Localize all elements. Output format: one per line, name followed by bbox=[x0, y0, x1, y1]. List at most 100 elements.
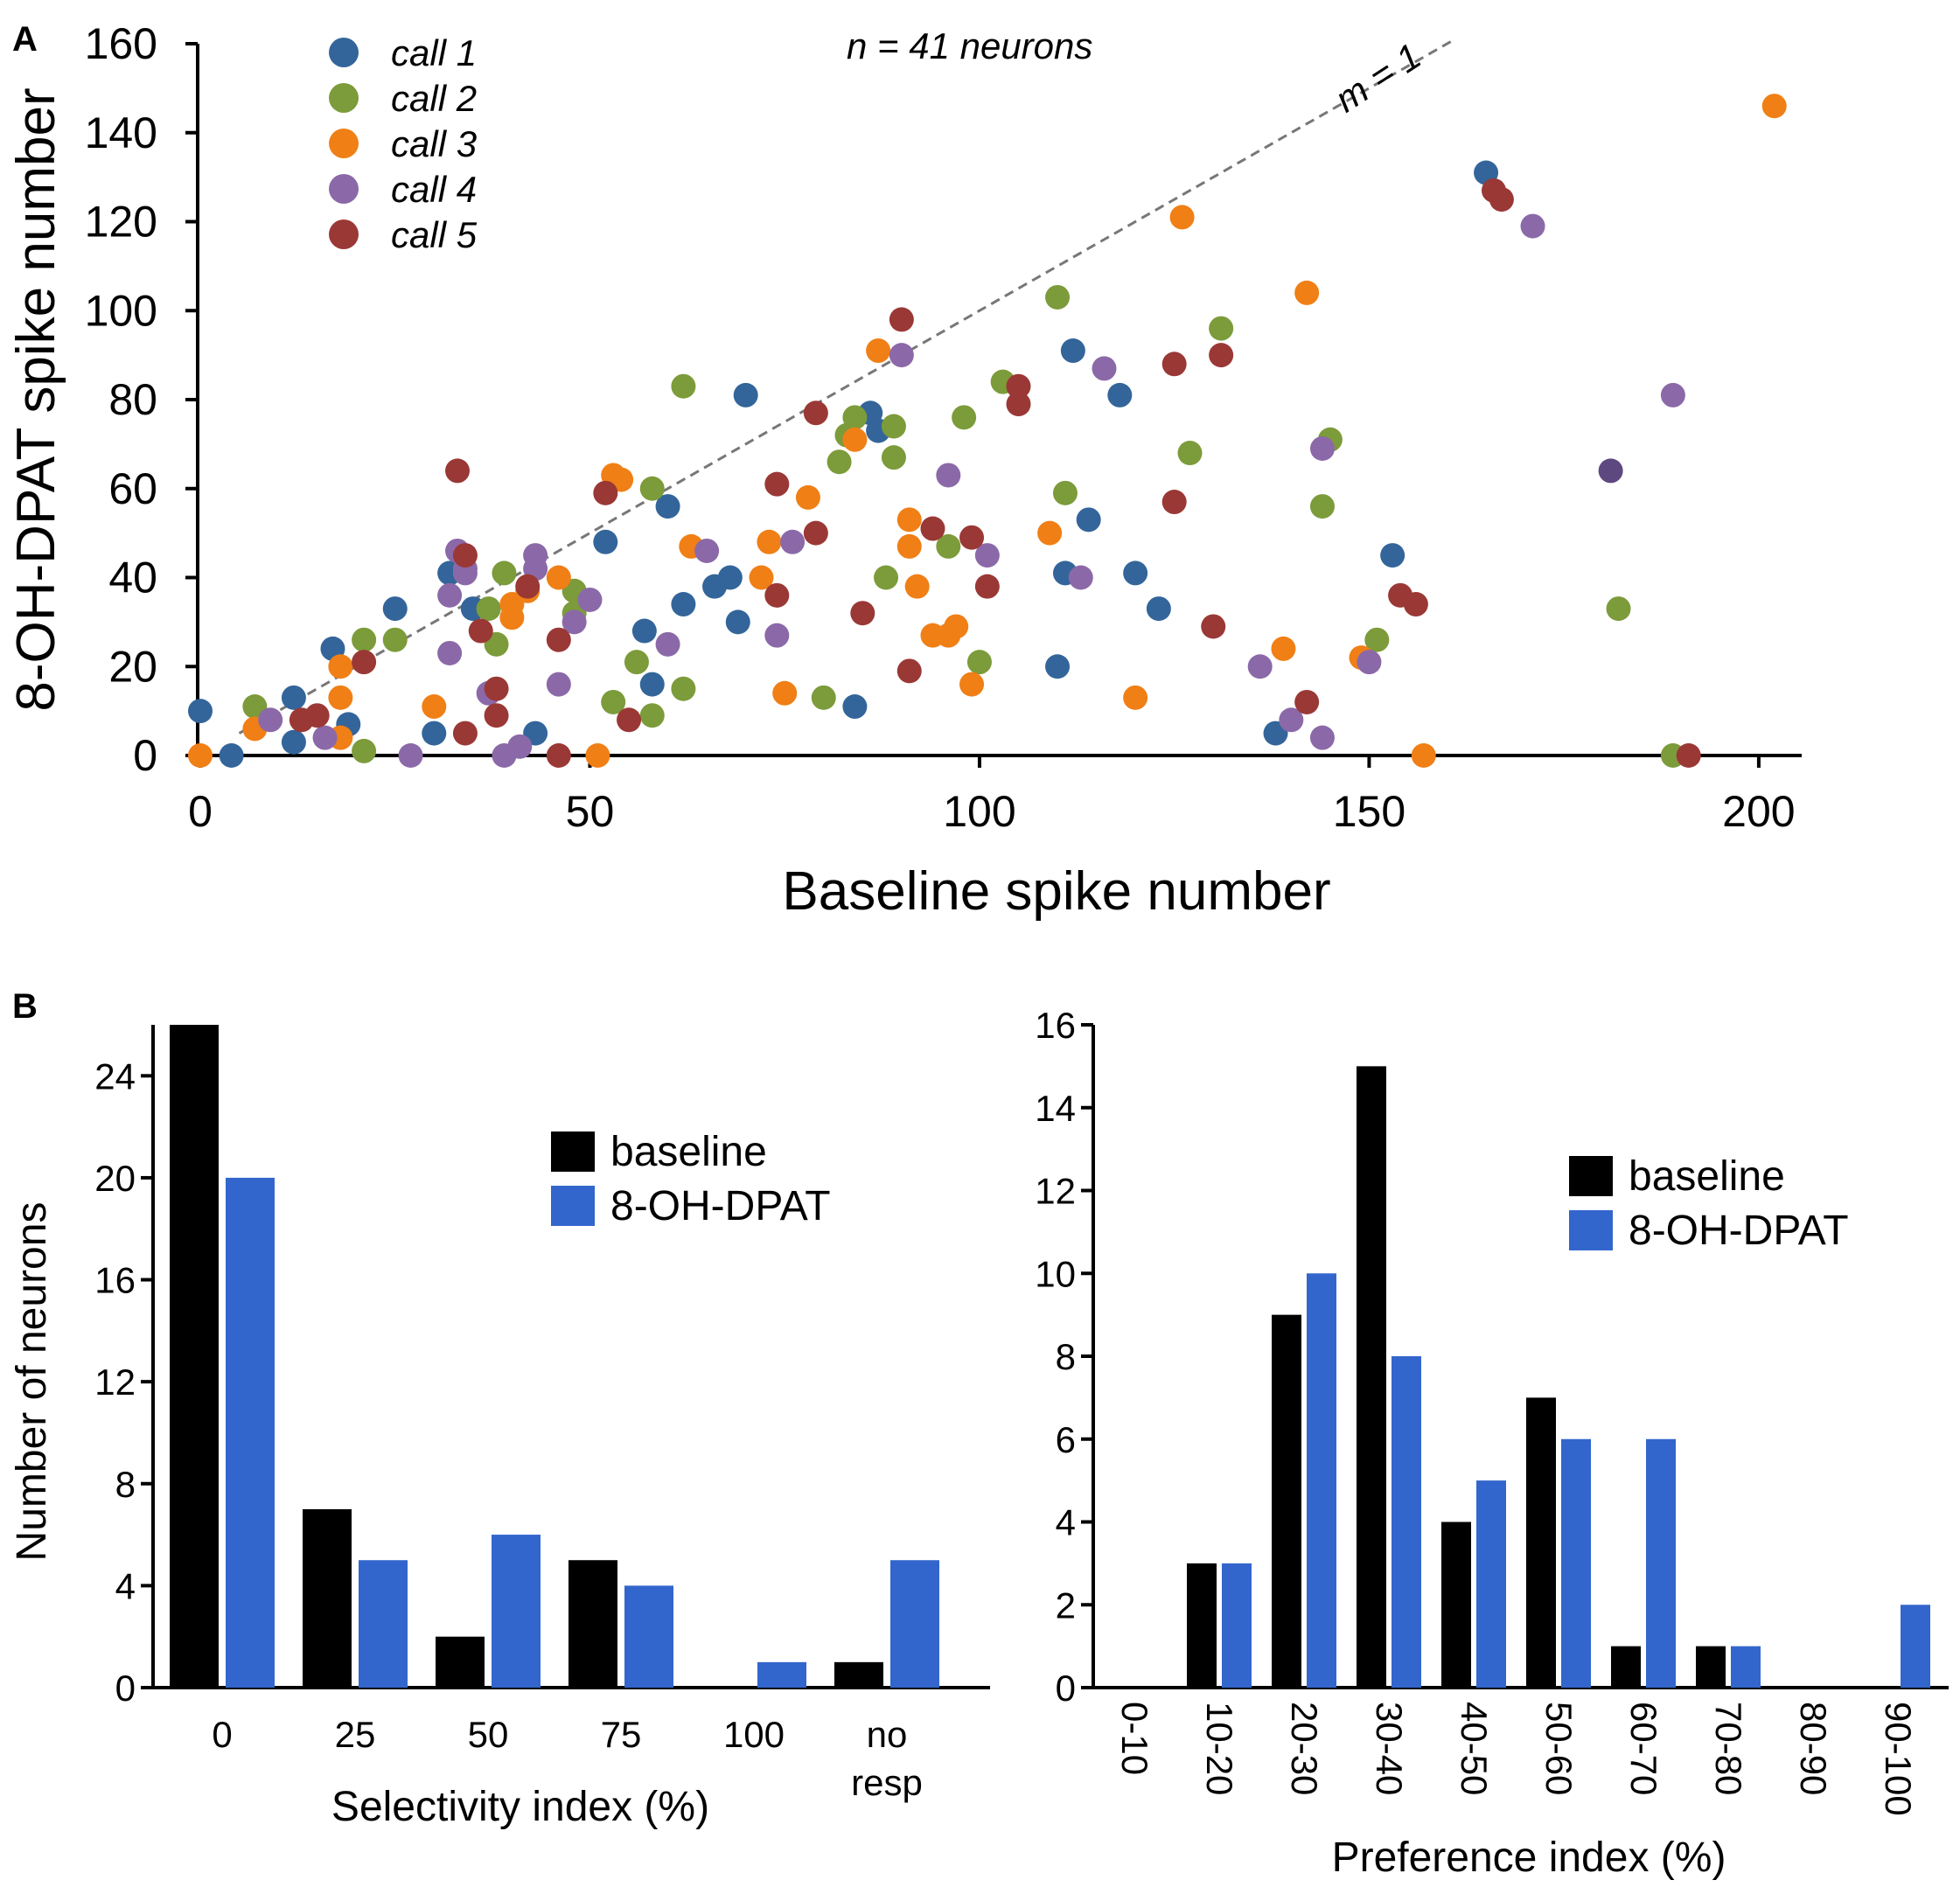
legend-swatch-baseline bbox=[1569, 1156, 1613, 1196]
point-call-5 bbox=[445, 458, 471, 484]
point-call-2 bbox=[966, 650, 992, 675]
bar-8-oh-dpat-25 bbox=[359, 1560, 408, 1688]
point-call-5 bbox=[617, 707, 642, 733]
point-call-5 bbox=[484, 676, 509, 701]
point-call-4 bbox=[312, 725, 338, 750]
point-call-5 bbox=[452, 721, 478, 746]
point-call-4 bbox=[1309, 725, 1335, 750]
x-tick-label-80-90: 80-90 bbox=[1793, 1702, 1834, 1795]
point-call-4 bbox=[1357, 650, 1382, 675]
bar-8-oh-dpat-30-40 bbox=[1392, 1356, 1421, 1688]
point-call-3 bbox=[328, 685, 353, 710]
y-tick-label-60: 60 bbox=[108, 464, 157, 513]
point-call-3 bbox=[1294, 280, 1320, 305]
preference-y-ticks: 0 2 4 6 8 10 12 14 16 bbox=[1035, 1005, 1093, 1709]
y-tick-label-12: 12 bbox=[94, 1361, 136, 1403]
legend-swatch-baseline bbox=[551, 1132, 595, 1172]
legend-marker-call-1 bbox=[329, 38, 359, 67]
y-tick-label-40: 40 bbox=[108, 554, 157, 602]
point-call-1 bbox=[717, 565, 743, 590]
x-tick-label-50: 50 bbox=[468, 1714, 509, 1755]
point-call-5 bbox=[1161, 490, 1187, 515]
legend-marker-call-4 bbox=[329, 174, 359, 204]
point-call-3 bbox=[422, 694, 447, 720]
scatter-x-ticks: 0 50 100 150 200 bbox=[188, 755, 1796, 836]
scatter-x-axis-label: Baseline spike number bbox=[782, 861, 1330, 922]
point-call-5 bbox=[452, 543, 478, 568]
point-call-3 bbox=[1169, 205, 1195, 230]
point-call-1 bbox=[1123, 561, 1148, 586]
y-tick-label-0: 0 bbox=[115, 1668, 136, 1709]
y-tick-label-80: 80 bbox=[108, 375, 157, 424]
point-call-3 bbox=[546, 565, 571, 590]
point-call-4 bbox=[1247, 654, 1273, 679]
point-call-4 bbox=[974, 543, 1000, 568]
y-tick-label-4: 4 bbox=[1056, 1502, 1076, 1543]
point-call-1 bbox=[1045, 654, 1071, 679]
point-call-1 bbox=[219, 743, 244, 768]
point-call-3 bbox=[757, 529, 782, 554]
bar-baseline-50-60 bbox=[1526, 1397, 1556, 1688]
point-call-3 bbox=[188, 743, 213, 768]
point-call-3 bbox=[896, 533, 922, 559]
bar-8-oh-dpat-60-70 bbox=[1646, 1438, 1676, 1688]
legend-label-call-1: call 1 bbox=[391, 32, 477, 73]
point-call-5 bbox=[593, 480, 618, 505]
series-call-4-dark bbox=[1598, 458, 1623, 484]
bar-8-oh-dpat-no-resp bbox=[890, 1560, 939, 1688]
selectivity-bar-chart-panel: 0 4 8 12 16 20 24 0 25 50 75 100 no resp baseline 8-O… bbox=[9, 1025, 990, 1830]
point-call-1 bbox=[422, 721, 447, 746]
point-call-4 bbox=[1068, 565, 1093, 590]
bar-baseline-30-40 bbox=[1357, 1066, 1386, 1688]
point-call-3 bbox=[959, 672, 985, 697]
point-call-2 bbox=[842, 405, 868, 430]
point-call-1 bbox=[188, 699, 213, 724]
bar-baseline-50 bbox=[436, 1636, 485, 1688]
point-call-2 bbox=[492, 561, 517, 586]
panel-label-a: A bbox=[12, 20, 38, 59]
point-call-3 bbox=[1761, 94, 1787, 119]
legend-swatch-8-oh-dpat bbox=[1569, 1210, 1613, 1250]
x-tick-label-resp: resp bbox=[851, 1762, 923, 1803]
legend-swatch-8-oh-dpat bbox=[551, 1186, 595, 1226]
point-call-5 bbox=[546, 627, 571, 652]
y-tick-label-8: 8 bbox=[115, 1464, 136, 1505]
point-call-1 bbox=[1076, 507, 1101, 533]
point-call-2 bbox=[639, 476, 665, 501]
bar-8-oh-dpat-40-50 bbox=[1476, 1480, 1506, 1688]
point-call-3 bbox=[795, 484, 820, 510]
point-call-5 bbox=[1006, 373, 1031, 399]
point-call-5 bbox=[352, 650, 377, 675]
point-call-4 bbox=[258, 707, 283, 733]
point-call-1 bbox=[1107, 382, 1133, 407]
x-tick-label-150: 150 bbox=[1333, 787, 1405, 836]
point-call-5 bbox=[1489, 187, 1514, 212]
point-call-4 bbox=[577, 587, 603, 612]
selectivity-y-axis-label: Number of neurons bbox=[9, 1202, 55, 1562]
y-tick-label-0: 0 bbox=[133, 731, 157, 780]
point-call-5 bbox=[546, 743, 571, 768]
point-call-3 bbox=[749, 565, 774, 590]
point-call-3 bbox=[772, 680, 798, 706]
x-tick-label-0: 0 bbox=[188, 787, 213, 836]
legend-marker-call-5 bbox=[329, 219, 359, 249]
x-tick-label-90-100: 90-100 bbox=[1878, 1702, 1919, 1816]
bar-baseline-20-30 bbox=[1272, 1314, 1301, 1688]
legend-label-baseline: baseline bbox=[610, 1129, 767, 1175]
point-call-5 bbox=[1403, 592, 1428, 617]
point-call-3 bbox=[585, 743, 610, 768]
preference-x-axis-label: Preference index (%) bbox=[1332, 1835, 1726, 1881]
x-tick-label-20-30: 20-30 bbox=[1284, 1702, 1325, 1795]
point-call-5 bbox=[974, 574, 1000, 599]
point-call-1 bbox=[382, 596, 408, 622]
bar-8-oh-dpat-75 bbox=[624, 1585, 673, 1688]
bar-baseline-70-80 bbox=[1696, 1646, 1726, 1688]
point-call-5 bbox=[959, 525, 985, 550]
bar-8-oh-dpat-0 bbox=[226, 1177, 275, 1688]
scatter-chart-panel: 0 20 40 60 80 100 120 140 160 0 50 100 150 200 m = 1… bbox=[6, 19, 1802, 922]
point-call-4 bbox=[546, 672, 571, 697]
y-tick-label-14: 14 bbox=[1035, 1088, 1076, 1129]
panel-label-b: B bbox=[12, 987, 38, 1026]
bar-8-oh-dpat-20-30 bbox=[1307, 1273, 1336, 1688]
point-call-3 bbox=[1271, 636, 1296, 661]
